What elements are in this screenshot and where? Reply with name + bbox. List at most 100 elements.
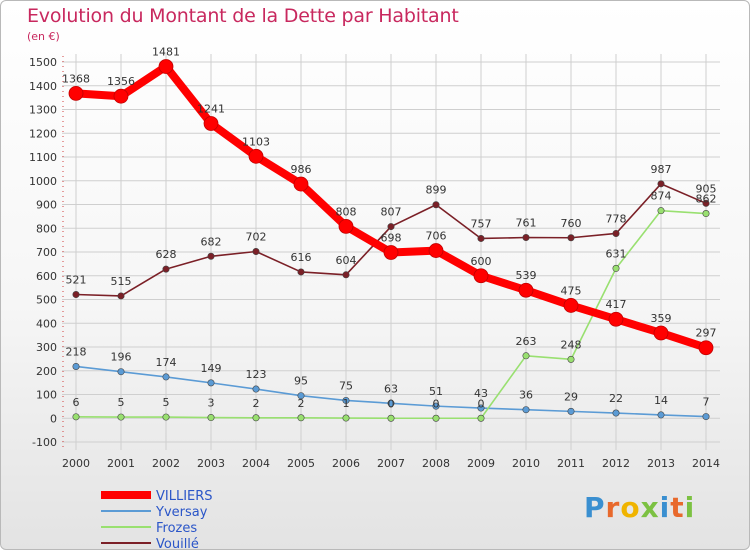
data-label: 706 [426,230,447,243]
data-label: 604 [336,254,357,267]
data-point [72,362,80,370]
data-point [428,243,444,258]
data-point [72,413,80,421]
data-label: 986 [291,163,312,176]
x-tick-label: 2003 [197,457,225,470]
data-point [432,414,440,422]
data-label: 862 [696,193,717,206]
data-point [248,148,264,164]
x-tick-label: 2006 [332,457,360,470]
data-label: 631 [606,247,627,260]
data-point [612,229,620,237]
data-point [297,268,305,276]
data-label: 5 [118,396,125,409]
data-point [297,414,305,422]
x-tick-label: 2010 [512,457,540,470]
data-point [342,271,350,279]
data-label: 807 [381,206,402,219]
data-point [567,234,575,242]
proxiti-logo: Proxiti [584,491,696,524]
data-point [342,414,350,422]
data-label: 417 [606,298,627,311]
data-label: 1241 [197,103,225,116]
data-point [203,116,219,131]
data-label: 808 [336,205,357,218]
data-point [387,399,395,407]
data-label: 778 [606,212,627,225]
data-label: 1368 [62,72,90,85]
data-label: 682 [201,235,222,248]
data-point [608,311,624,327]
y-tick-label: 1400 [29,80,57,93]
data-point [657,411,665,419]
data-point [698,340,714,356]
data-label: 702 [246,231,267,244]
data-point [702,210,710,218]
data-point [702,413,710,421]
y-tick-label: 900 [36,199,57,212]
x-tick-label: 2005 [287,457,315,470]
data-label: 22 [609,392,623,405]
x-tick-label: 2013 [647,457,675,470]
data-point [117,368,125,376]
y-tick-label: 1000 [29,175,57,188]
data-label: 359 [651,312,672,325]
data-label: 1 [343,397,350,410]
data-label: 1103 [242,135,270,148]
data-point [68,85,84,101]
data-label: 297 [696,327,717,340]
data-label: 248 [561,338,582,351]
data-label: 149 [201,362,222,375]
data-label: 75 [339,379,353,392]
data-point [518,282,534,298]
data-label: 0 [478,397,485,410]
data-point [522,406,530,414]
data-point [162,413,170,421]
x-tick-label: 2007 [377,457,405,470]
data-point [522,234,530,242]
data-label: 263 [516,335,537,348]
x-tick-label: 2004 [242,457,270,470]
data-point [162,373,170,381]
x-tick-label: 2008 [422,457,450,470]
data-label: 1356 [107,75,135,88]
data-point [207,379,215,387]
data-point [567,355,575,363]
data-label: 761 [516,217,537,230]
data-label: 43 [474,387,488,400]
data-point [567,407,575,415]
legend-label: Vouillé [156,537,199,549]
x-tick-label: 2001 [107,457,135,470]
data-label: 899 [426,184,447,197]
legend-label: Frozes [156,521,197,536]
data-point [207,414,215,422]
data-point [338,218,354,234]
data-label: 174 [156,356,177,369]
data-point [612,409,620,417]
data-point [252,385,260,393]
data-label: 905 [696,182,717,195]
legend-label: Yversay [155,505,208,520]
data-point [342,396,350,404]
x-tick-label: 2000 [62,457,90,470]
data-label: 63 [384,382,398,395]
data-point [657,180,665,188]
data-point [477,404,485,412]
legend-label: VILLIERS [156,489,213,504]
data-label: 874 [651,190,672,203]
data-point [383,245,399,260]
data-label: 0 [388,397,395,410]
data-point [252,414,260,422]
data-point [297,392,305,400]
data-point [432,402,440,410]
data-label: 521 [66,274,87,287]
data-label: 95 [294,375,308,388]
data-label: 14 [654,394,668,407]
data-label: 3 [208,397,215,410]
data-point [477,414,485,422]
y-tick-label: 1300 [29,104,57,117]
y-tick-label: 1500 [29,56,57,69]
data-point [207,252,215,260]
y-tick-label: 800 [36,222,57,235]
y-tick-label: 400 [36,317,57,330]
